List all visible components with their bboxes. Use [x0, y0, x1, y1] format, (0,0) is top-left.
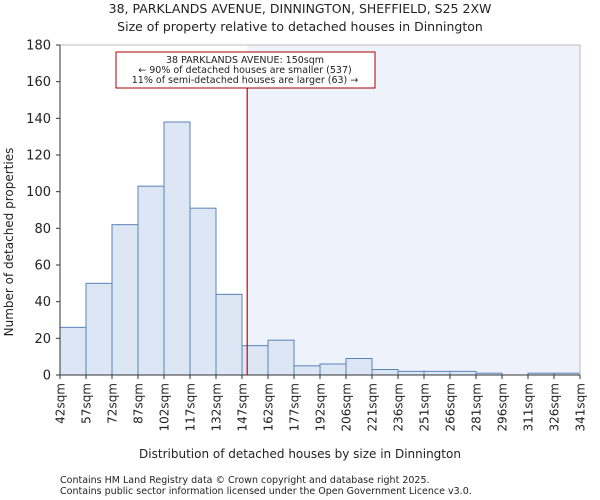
bar-266sqm	[449, 370, 477, 376]
y-tick-label: 140	[26, 112, 51, 127]
chart-subtitle: Size of property relative to detached ho…	[117, 19, 483, 34]
bar-251sqm	[423, 370, 451, 376]
footer-line-1: Contains HM Land Registry data © Crown c…	[60, 475, 430, 486]
x-tick-label: 251sqm	[418, 383, 432, 431]
bar-57sqm	[85, 282, 113, 376]
y-tick-label: 20	[34, 332, 51, 347]
x-tick-label: 221sqm	[366, 383, 380, 431]
bar-132sqm	[215, 293, 243, 376]
x-tick-label: 72sqm	[106, 383, 120, 424]
x-tick-label: 192sqm	[314, 383, 328, 431]
x-tick-label: 132sqm	[210, 383, 224, 431]
bar-162sqm	[267, 339, 295, 376]
bar-117sqm	[189, 207, 217, 376]
bar-177sqm	[293, 365, 321, 376]
x-tick-label: 281sqm	[470, 383, 484, 431]
highlight-region	[247, 45, 580, 375]
x-tick-label: 102sqm	[158, 383, 172, 431]
y-tick-label: 0	[43, 369, 51, 384]
bar-87sqm	[137, 185, 165, 376]
y-tick-label: 60	[34, 259, 51, 274]
plot-area: 0 20 40 60 80 100 120 140 160 180 42sqm 57sqm 72sqm 8…	[26, 39, 587, 432]
y-tick-label: 100	[26, 185, 51, 200]
x-tick-label: 177sqm	[288, 383, 302, 431]
x-tick-label: 266sqm	[444, 383, 458, 431]
y-tick-label: 180	[26, 39, 51, 54]
x-tick-label: 326sqm	[548, 383, 562, 431]
y-tick-label: 80	[34, 222, 51, 237]
bar-72sqm	[111, 224, 139, 376]
annotation-line-1: 38 PARKLANDS AVENUE: 150sqm	[166, 55, 324, 66]
annotation-line-3: 11% of semi-detached houses are larger (…	[132, 75, 359, 86]
bar-42sqm	[59, 326, 87, 376]
x-tick-label: 57sqm	[80, 383, 94, 424]
y-tick-label: 40	[34, 295, 51, 310]
x-tick-label: 162sqm	[262, 383, 276, 431]
annotation-frame	[115, 51, 376, 89]
chart-title: 38, PARKLANDS AVENUE, DINNINGTON, SHEFFI…	[109, 1, 492, 16]
bar-102sqm	[163, 121, 191, 376]
x-tick-label: 341sqm	[574, 383, 588, 431]
bar-147sqm	[241, 345, 269, 376]
bar-236sqm	[397, 370, 425, 376]
annotation-line-2: ← 90% of detached houses are smaller (53…	[138, 65, 351, 76]
x-tick-label: 236sqm	[392, 383, 406, 431]
x-axis-label: Distribution of detached houses by size …	[139, 447, 461, 461]
y-axis-label: Number of detached properties	[2, 148, 16, 337]
x-tick-label: 147sqm	[236, 383, 250, 431]
x-tick-label: 206sqm	[340, 383, 354, 431]
bar-206sqm	[345, 358, 373, 376]
y-tick-label: 120	[26, 149, 51, 164]
footer-line-2: Contains public sector information licen…	[60, 486, 472, 497]
x-tick-label: 311sqm	[522, 383, 536, 431]
x-tick-label: 42sqm	[54, 383, 68, 424]
annotation-box: 38 PARKLANDS AVENUE: 150sqm ← 90% of det…	[115, 51, 376, 89]
x-tick-label: 87sqm	[132, 383, 146, 424]
x-tick-label: 296sqm	[496, 383, 510, 431]
bar-192sqm	[319, 363, 347, 376]
bar-221sqm	[371, 369, 399, 376]
y-tick-label: 160	[26, 75, 51, 90]
x-tick-label: 117sqm	[184, 383, 198, 431]
